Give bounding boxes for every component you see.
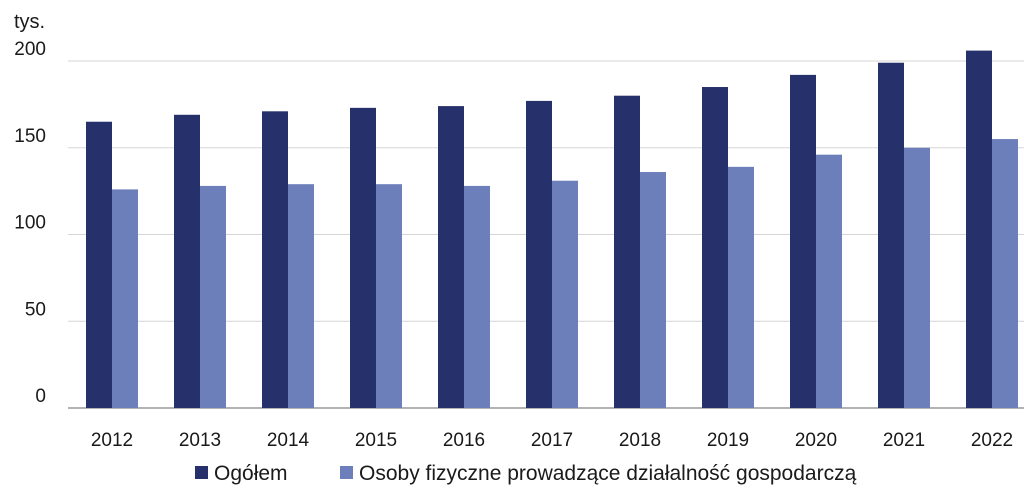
bar-series-1-2013 — [174, 114, 200, 408]
bar-series-2-2021 — [904, 147, 930, 408]
bar-series-2-2019 — [728, 166, 754, 408]
bar-series-1-2020 — [790, 74, 816, 408]
x-tick-label-2019: 2019 — [707, 430, 749, 451]
bar-series-2-2022 — [992, 139, 1018, 408]
bar-series-1-2016 — [438, 106, 464, 409]
bar-series-1-2021 — [878, 62, 904, 409]
bar-series-1-2018 — [614, 95, 640, 408]
bar-series-1-2012 — [86, 121, 112, 408]
bar-series-2-2014 — [288, 184, 314, 408]
bar-series-1-2019 — [702, 87, 728, 409]
x-tick-label-2015: 2015 — [355, 430, 397, 451]
y-tick-label-200: 200 — [14, 39, 46, 60]
y-tick-label-0: 0 — [35, 386, 46, 407]
bar-series-1-2017 — [526, 100, 552, 408]
bar-series-2-2018 — [640, 172, 666, 408]
axes: tys. — [14, 11, 45, 33]
bar-series-1-2015 — [350, 107, 376, 408]
x-tick-label-2016: 2016 — [443, 430, 485, 451]
bar-series-2-2013 — [200, 185, 226, 408]
bar-series-2-2015 — [376, 184, 402, 408]
y-tick-labels: 0 50 100 150 200 — [14, 39, 46, 407]
bar-series-2-2016 — [464, 185, 490, 408]
bar-series-2-2012 — [112, 189, 138, 408]
x-tick-label-2022: 2022 — [971, 430, 1013, 451]
legend-swatch-series-1 — [195, 466, 208, 479]
x-tick-label-2014: 2014 — [267, 430, 310, 451]
bar-series-1-2014 — [262, 111, 288, 408]
y-tick-label-150: 150 — [14, 126, 46, 147]
x-tick-labels: 2012 2013 2014 2015 2016 2017 2018 2019 2020 2021… — [91, 430, 1013, 451]
legend: Ogółem Osoby fizyczne prowadzące działal… — [195, 462, 857, 485]
x-tick-label-2020: 2020 — [795, 430, 837, 451]
x-tick-label-2021: 2021 — [883, 430, 925, 451]
bar-series-2-2017 — [552, 180, 578, 408]
y-tick-label-100: 100 — [14, 213, 46, 234]
y-tick-label-50: 50 — [25, 299, 46, 320]
y-axis-unit-label: tys. — [14, 11, 45, 33]
bar-series-1-2022 — [966, 50, 992, 409]
x-tick-label-2012: 2012 — [91, 430, 133, 451]
legend-label-series-1: Ogółem — [214, 462, 288, 485]
x-tick-label-2018: 2018 — [619, 430, 661, 451]
legend-swatch-series-2 — [340, 466, 353, 479]
bar-series-2-2020 — [816, 154, 842, 408]
x-tick-label-2017: 2017 — [531, 430, 573, 451]
legend-label-series-2: Osoby fizyczne prowadzące działalność go… — [359, 462, 857, 485]
bars — [86, 50, 1018, 409]
x-tick-label-2013: 2013 — [179, 430, 221, 451]
